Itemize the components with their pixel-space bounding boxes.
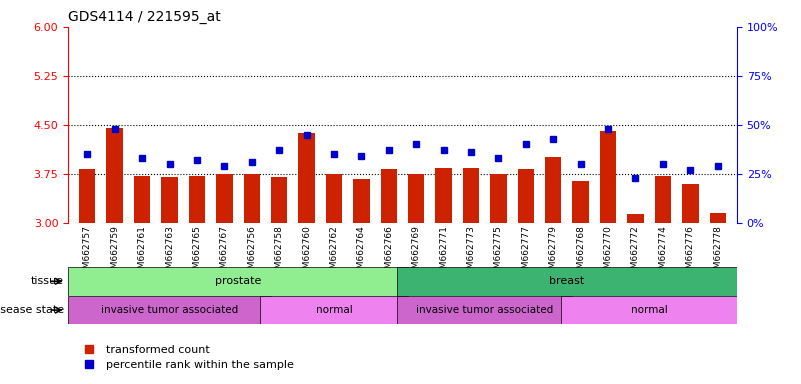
Bar xyxy=(600,131,616,223)
Text: GSM662772: GSM662772 xyxy=(631,225,640,280)
Text: GSM662759: GSM662759 xyxy=(111,225,119,280)
Text: GSM662756: GSM662756 xyxy=(248,225,256,280)
Text: disease state: disease state xyxy=(0,305,64,315)
Text: invasive tumor associated: invasive tumor associated xyxy=(416,305,553,315)
Bar xyxy=(79,169,95,223)
Text: prostate: prostate xyxy=(215,276,261,286)
Text: GSM662767: GSM662767 xyxy=(219,225,229,280)
Text: normal: normal xyxy=(316,305,352,315)
Bar xyxy=(397,267,737,296)
Text: breast: breast xyxy=(549,276,585,286)
Text: GSM662768: GSM662768 xyxy=(576,225,586,280)
Bar xyxy=(397,296,573,324)
Text: GSM662761: GSM662761 xyxy=(138,225,147,280)
Text: GSM662774: GSM662774 xyxy=(658,225,667,280)
Bar xyxy=(107,128,123,223)
Text: invasive tumor associated: invasive tumor associated xyxy=(101,305,238,315)
Text: GSM662771: GSM662771 xyxy=(439,225,448,280)
Text: GSM662773: GSM662773 xyxy=(466,225,476,280)
Bar xyxy=(298,132,315,223)
Bar xyxy=(436,168,452,223)
Text: GSM662760: GSM662760 xyxy=(302,225,311,280)
Bar xyxy=(490,174,507,223)
Text: GSM662769: GSM662769 xyxy=(412,225,421,280)
Text: GSM662777: GSM662777 xyxy=(521,225,530,280)
Text: GSM662763: GSM662763 xyxy=(165,225,174,280)
Bar xyxy=(517,169,534,223)
Legend: transformed count, percentile rank within the sample: transformed count, percentile rank withi… xyxy=(74,340,298,375)
Bar xyxy=(260,296,408,324)
Text: GSM662758: GSM662758 xyxy=(275,225,284,280)
Text: GSM662778: GSM662778 xyxy=(713,225,723,280)
Bar xyxy=(161,177,178,223)
Text: GSM662775: GSM662775 xyxy=(494,225,503,280)
Text: GSM662766: GSM662766 xyxy=(384,225,393,280)
Text: GSM662765: GSM662765 xyxy=(192,225,201,280)
Bar xyxy=(134,176,151,223)
Bar xyxy=(216,174,232,223)
Bar xyxy=(545,157,562,223)
Bar xyxy=(271,177,288,223)
Text: GSM662762: GSM662762 xyxy=(329,225,339,280)
Text: GSM662764: GSM662764 xyxy=(357,225,366,280)
Text: GSM662779: GSM662779 xyxy=(549,225,557,280)
Text: tissue: tissue xyxy=(31,276,64,286)
Bar xyxy=(654,176,671,223)
Bar xyxy=(353,179,369,223)
Bar xyxy=(380,169,397,223)
Bar xyxy=(562,296,737,324)
Text: GDS4114 / 221595_at: GDS4114 / 221595_at xyxy=(68,10,221,25)
Bar xyxy=(189,176,205,223)
Bar xyxy=(710,213,726,223)
Bar xyxy=(68,296,271,324)
Bar xyxy=(573,181,589,223)
Bar xyxy=(244,174,260,223)
Text: GSM662776: GSM662776 xyxy=(686,225,694,280)
Bar xyxy=(627,214,644,223)
Bar xyxy=(463,168,479,223)
Bar xyxy=(408,174,425,223)
Bar xyxy=(682,184,698,223)
Text: GSM662757: GSM662757 xyxy=(83,225,92,280)
Text: normal: normal xyxy=(631,305,667,315)
Bar xyxy=(68,267,408,296)
Bar xyxy=(326,174,342,223)
Text: GSM662770: GSM662770 xyxy=(604,225,613,280)
